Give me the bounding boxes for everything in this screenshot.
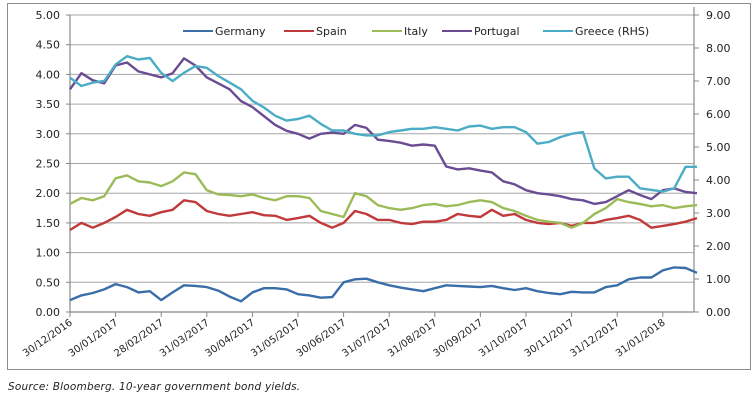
- legend-label: Portugal: [474, 25, 520, 38]
- legend: Germany Spain Italy Portugal Greece (RHS): [183, 25, 649, 38]
- x-tick-label: 30/12/2016: [21, 317, 75, 359]
- y2-tick-label: 2.00: [706, 240, 731, 253]
- axes: [69, 7, 695, 313]
- chart-frame: [7, 3, 751, 370]
- legend-label: Italy: [404, 25, 428, 38]
- gridlines: [70, 14, 694, 283]
- y2-tick-label: 4.00: [706, 174, 731, 187]
- legend-label: Greece (RHS): [575, 25, 649, 38]
- x-tick-label: 28/02/2017: [112, 317, 166, 359]
- x-tick-label: 30/09/2017: [432, 317, 486, 359]
- x-tick-label: 31/05/2017: [249, 317, 303, 359]
- y-tick-label: 1.00: [36, 247, 61, 260]
- y-axis-left-ticks: 0.00 0.50 1.00 1.50 2.00 2.50 3.00 3.50 4.00 4.50…: [36, 9, 70, 319]
- y-axis-right-ticks: 0.00 1.00 2.00 3.00 4.00 5.00 6.00 7.00 8.00 9.00: [694, 9, 731, 319]
- y-tick-label: 3.00: [36, 128, 61, 141]
- series-lines: [69, 55, 698, 303]
- y2-tick-label: 3.00: [706, 207, 731, 220]
- x-tick-label: 31/07/2017: [340, 317, 394, 359]
- y-tick-label: 1.50: [36, 217, 61, 230]
- line-chart: 0.00 0.50 1.00 1.50 2.00 2.50 3.00 3.50 4.00 4.50…: [21, 7, 731, 360]
- x-tick-label: 31/03/2017: [158, 317, 212, 359]
- y2-tick-label: 1.00: [706, 273, 731, 286]
- source-note: Source: Bloomberg. 10-year government bo…: [8, 381, 301, 393]
- y2-tick-label: 9.00: [706, 9, 731, 22]
- x-tick-label: 30/04/2017: [204, 317, 258, 359]
- y2-tick-label: 6.00: [706, 108, 731, 121]
- x-axis-ticks: 30/12/201630/01/201728/02/201731/03/2017…: [21, 312, 668, 360]
- series-line-italy: [69, 171, 698, 229]
- y-tick-label: 4.00: [36, 68, 61, 81]
- x-tick-label: 31/10/2017: [477, 317, 531, 359]
- y2-tick-label: 7.00: [706, 75, 731, 88]
- legend-label: Spain: [316, 25, 347, 38]
- series-line-germany: [69, 266, 698, 303]
- y-tick-label: 4.50: [36, 39, 61, 52]
- series-line-spain: [69, 199, 698, 232]
- legend-label: Germany: [215, 25, 266, 38]
- x-tick-label: 30/11/2017: [523, 317, 577, 359]
- series-line-portugal: [69, 57, 698, 206]
- x-tick-label: 31/01/2018: [614, 317, 668, 359]
- y2-tick-label: 8.00: [706, 42, 731, 55]
- x-tick-label: 30/01/2017: [67, 317, 121, 359]
- y-tick-label: 0.00: [36, 306, 61, 319]
- y-tick-label: 2.50: [36, 158, 61, 171]
- y-tick-label: 5.00: [36, 9, 61, 22]
- x-tick-label: 31/12/2017: [568, 317, 622, 359]
- y-tick-label: 0.50: [36, 276, 61, 289]
- y-tick-label: 3.50: [36, 98, 61, 111]
- x-tick-label: 31/08/2017: [386, 317, 440, 359]
- y2-tick-label: 0.00: [706, 306, 731, 319]
- series-line-greece-rhs: [69, 55, 697, 193]
- y2-tick-label: 5.00: [706, 141, 731, 154]
- x-tick-label: 30/06/2017: [295, 317, 349, 359]
- y-tick-label: 2.00: [36, 187, 61, 200]
